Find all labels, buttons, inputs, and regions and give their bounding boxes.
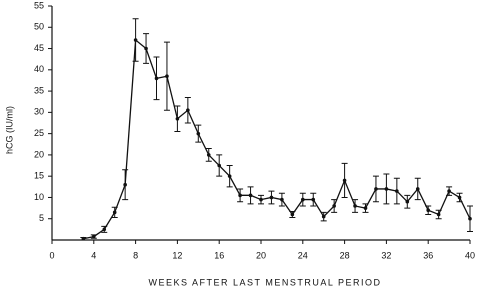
data-point (186, 108, 190, 113)
y-tick-label: 40 (34, 64, 44, 74)
series-line (83, 38, 471, 240)
y-tick-label: 5 (39, 213, 44, 223)
data-point (426, 208, 431, 213)
x-tick-label: 24 (298, 250, 308, 260)
data-point (363, 206, 368, 210)
data-point (280, 197, 284, 202)
data-point (301, 197, 305, 202)
data-point (353, 204, 357, 208)
x-tick-label: 20 (256, 250, 266, 260)
data-point (165, 74, 169, 78)
y-tick-label: 30 (34, 107, 44, 117)
y-tick-label: 50 (34, 22, 44, 32)
y-tick-label: 45 (34, 43, 44, 53)
data-point (92, 234, 96, 239)
x-tick-label: 32 (381, 250, 391, 260)
x-tick-label: 40 (465, 250, 475, 260)
data-point (436, 212, 441, 217)
data-point (447, 189, 451, 193)
data-point (123, 182, 127, 187)
y-tick-label: 35 (34, 85, 44, 95)
data-point (144, 46, 148, 51)
data-point (112, 210, 117, 215)
data-point (269, 195, 274, 200)
data-point (248, 193, 253, 198)
data-point (332, 204, 336, 208)
x-tick-label: 28 (340, 250, 350, 260)
data-point (290, 212, 295, 217)
data-point (405, 199, 410, 204)
y-tick-label: 10 (34, 192, 44, 202)
data-point (238, 193, 242, 198)
data-point (102, 227, 107, 232)
data-point (175, 116, 180, 121)
data-point (321, 214, 326, 219)
data-point (259, 197, 263, 202)
y-tick-label: 20 (34, 149, 44, 159)
x-tick-label: 12 (172, 250, 182, 260)
data-point (154, 76, 159, 81)
y-tick-label: 15 (34, 171, 44, 181)
data-point (415, 187, 420, 191)
x-tick-label: 36 (423, 250, 433, 260)
data-point (206, 153, 211, 157)
x-tick-label: 16 (214, 250, 224, 260)
data-point (342, 178, 347, 183)
data-point (217, 163, 221, 168)
data-point (133, 38, 138, 42)
data-point (384, 187, 389, 191)
data-point (196, 131, 201, 136)
data-point (81, 236, 86, 241)
x-tick-label: 0 (49, 250, 54, 260)
data-point (468, 216, 472, 221)
x-tick-label: 4 (91, 250, 96, 260)
data-point (457, 195, 462, 200)
data-point (395, 189, 399, 193)
y-tick-label: 25 (34, 128, 44, 138)
x-tick-label: 8 (133, 250, 138, 260)
y-axis-label: hCG (IU/ml) (4, 106, 14, 154)
data-point (311, 197, 316, 202)
data-point (374, 187, 378, 191)
x-axis-label: WEEKS AFTER LAST MENSTRUAL PERIOD (148, 277, 381, 287)
y-tick-label: 55 (34, 0, 44, 10)
data-point (227, 174, 232, 178)
